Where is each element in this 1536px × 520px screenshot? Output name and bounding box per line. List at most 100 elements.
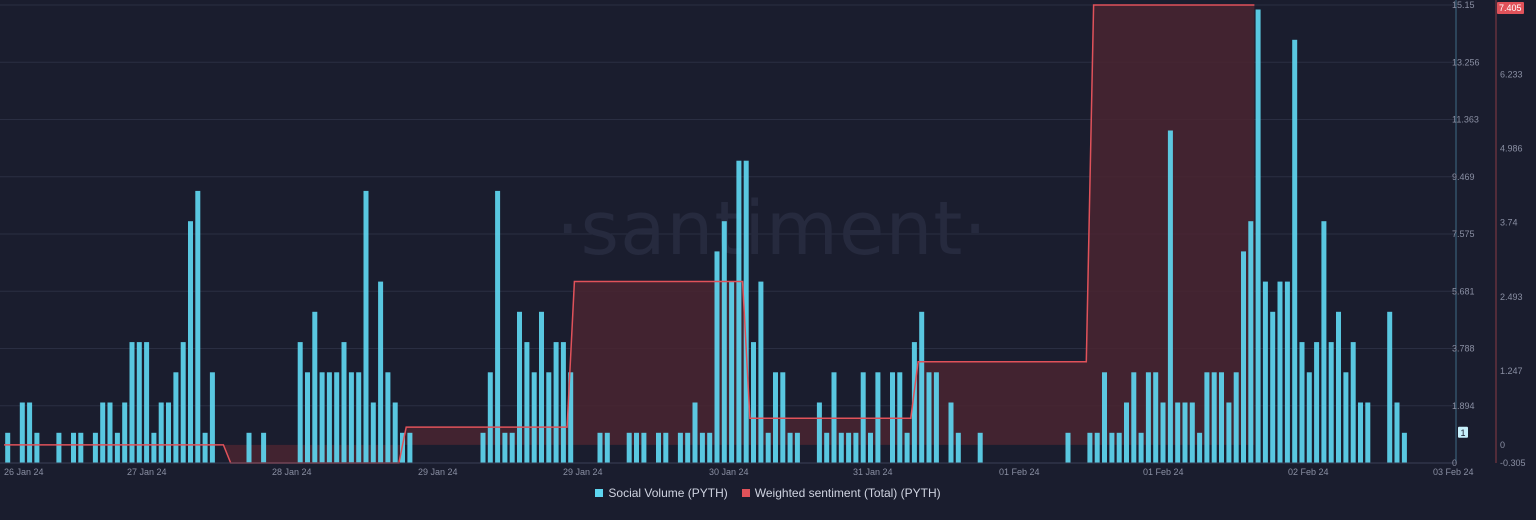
social-volume-bar (92, 432, 98, 463)
social-volume-bar (656, 432, 661, 463)
social-volume-bar (838, 432, 844, 463)
x-axis-tick: 29 Jan 24 (418, 467, 458, 477)
social-volume-bar (129, 342, 135, 463)
social-volume-bar (1167, 130, 1173, 463)
social-volume-bar (166, 402, 171, 463)
legend-item-sentiment[interactable]: Weighted sentiment (Total) (PYTH) (741, 486, 941, 500)
social-volume-bar (158, 402, 164, 463)
right-axis-tick: 1.247 (1500, 366, 1523, 376)
social-volume-bar (1189, 402, 1195, 463)
social-volume-bar (385, 372, 391, 463)
social-volume-bar (1197, 432, 1203, 463)
social-volume-bar (743, 160, 749, 463)
social-volume-bar (1087, 432, 1093, 463)
social-volume-bar (107, 402, 113, 463)
social-volume-bar (407, 432, 413, 463)
social-volume-bar (597, 432, 603, 463)
social-volume-bar (1182, 402, 1188, 463)
social-volume-bar (933, 372, 939, 463)
social-volume-bar (100, 402, 106, 463)
legend: Social Volume (PYTH) Weighted sentiment … (0, 486, 1536, 500)
right-axis-tick: 6.233 (1500, 70, 1523, 80)
sentiment-last-value-badge (1497, 2, 1524, 14)
social-volume-bars (5, 9, 1407, 464)
social-volume-bar (707, 432, 713, 463)
x-axis-tick: 03 Feb 24 (1433, 467, 1474, 477)
social-volume-bar (356, 372, 362, 463)
social-volume-bar (209, 372, 215, 463)
social-volume-bar (824, 432, 830, 463)
social-volume-bar (1270, 311, 1276, 463)
social-volume-bar (568, 372, 574, 463)
social-volume-bar (1102, 372, 1107, 463)
social-volume-bar (122, 402, 128, 463)
x-axis-tick: 30 Jan 24 (709, 467, 749, 477)
social-volume-bar (1116, 432, 1122, 463)
social-volume-bar (919, 311, 925, 463)
social-volume-bar (926, 372, 932, 463)
right-axis-tick: 4.986 (1500, 144, 1523, 154)
social-volume-bar (1065, 432, 1071, 463)
social-volume-bar (1131, 372, 1137, 463)
social-volume-bar (1284, 281, 1290, 463)
x-axis-tick: 31 Jan 24 (853, 467, 893, 477)
social-volume-bar (71, 432, 76, 463)
social-volume-bar (305, 372, 310, 463)
social-volume-bar (517, 311, 522, 463)
social-last-value-text: 1 (1461, 428, 1466, 438)
social-volume-bar (56, 432, 62, 463)
social-volume-bar (853, 432, 859, 463)
social-volume-bar (524, 342, 530, 463)
social-volume-bar (334, 372, 340, 463)
social-volume-bar (173, 372, 179, 463)
social-volume-bar (1204, 372, 1210, 463)
social-volume-bar (136, 342, 142, 463)
sentiment-last-value-text: 7.405 (1499, 3, 1522, 13)
left-axis-tick: 1.894 (1452, 401, 1475, 411)
social-volume-bar (5, 432, 11, 463)
axes: 0 1.894 3.788 5.681 7.575 9.469 11.363 13.256 15… (0, 0, 1526, 477)
social-volume-bar (1358, 402, 1363, 463)
social-volume-bar (846, 432, 852, 463)
social-volume-bar (378, 281, 384, 463)
social-volume-bar (751, 342, 756, 463)
social-volume-bar (180, 342, 186, 463)
social-volume-bar (246, 432, 252, 463)
social-volume-bar (1350, 342, 1356, 463)
sentiment-area (4, 5, 1255, 463)
social-volume-bar (1109, 432, 1115, 463)
social-volume-bar (1175, 402, 1181, 463)
social-volume-bar (1233, 372, 1239, 463)
social-volume-bar (729, 281, 735, 463)
left-axis-tick: 5.681 (1452, 286, 1475, 296)
right-axis-tick: 3.74 (1500, 218, 1518, 228)
x-axis-tick: 26 Jan 24 (4, 467, 44, 477)
left-axis-tick: 11.363 (1452, 115, 1479, 125)
social-volume-bar (911, 342, 917, 463)
social-volume-bar (1160, 402, 1166, 463)
social-volume-bar (736, 160, 742, 463)
x-axis-tick: 29 Jan 24 (563, 467, 603, 477)
social-volume-bar (1094, 432, 1100, 463)
social-volume-bar (19, 402, 25, 463)
social-volume-bar (1248, 221, 1254, 463)
social-volume-bar (634, 432, 639, 463)
social-volume-bar (977, 432, 983, 463)
social-volume-bar (546, 372, 552, 463)
social-volume-bar (1401, 432, 1407, 463)
sentiment-area-layer (4, 5, 1255, 463)
social-volume-bar (714, 251, 720, 463)
social-volume-bar (1321, 221, 1327, 463)
social-volume-bar (1394, 402, 1400, 463)
social-volume-bar (1262, 281, 1268, 463)
social-volume-bar (1292, 39, 1298, 464)
social-volume-bar (1153, 372, 1159, 463)
social-volume-bar (502, 432, 508, 463)
social-volume-bar (363, 190, 369, 463)
social-volume-bar (78, 432, 84, 463)
social-volume-bar (341, 342, 347, 463)
social-volume-bar (319, 372, 325, 463)
social-volume-bar (677, 432, 683, 463)
social-volume-bar (641, 432, 647, 463)
legend-item-social[interactable]: Social Volume (PYTH) (595, 486, 728, 500)
